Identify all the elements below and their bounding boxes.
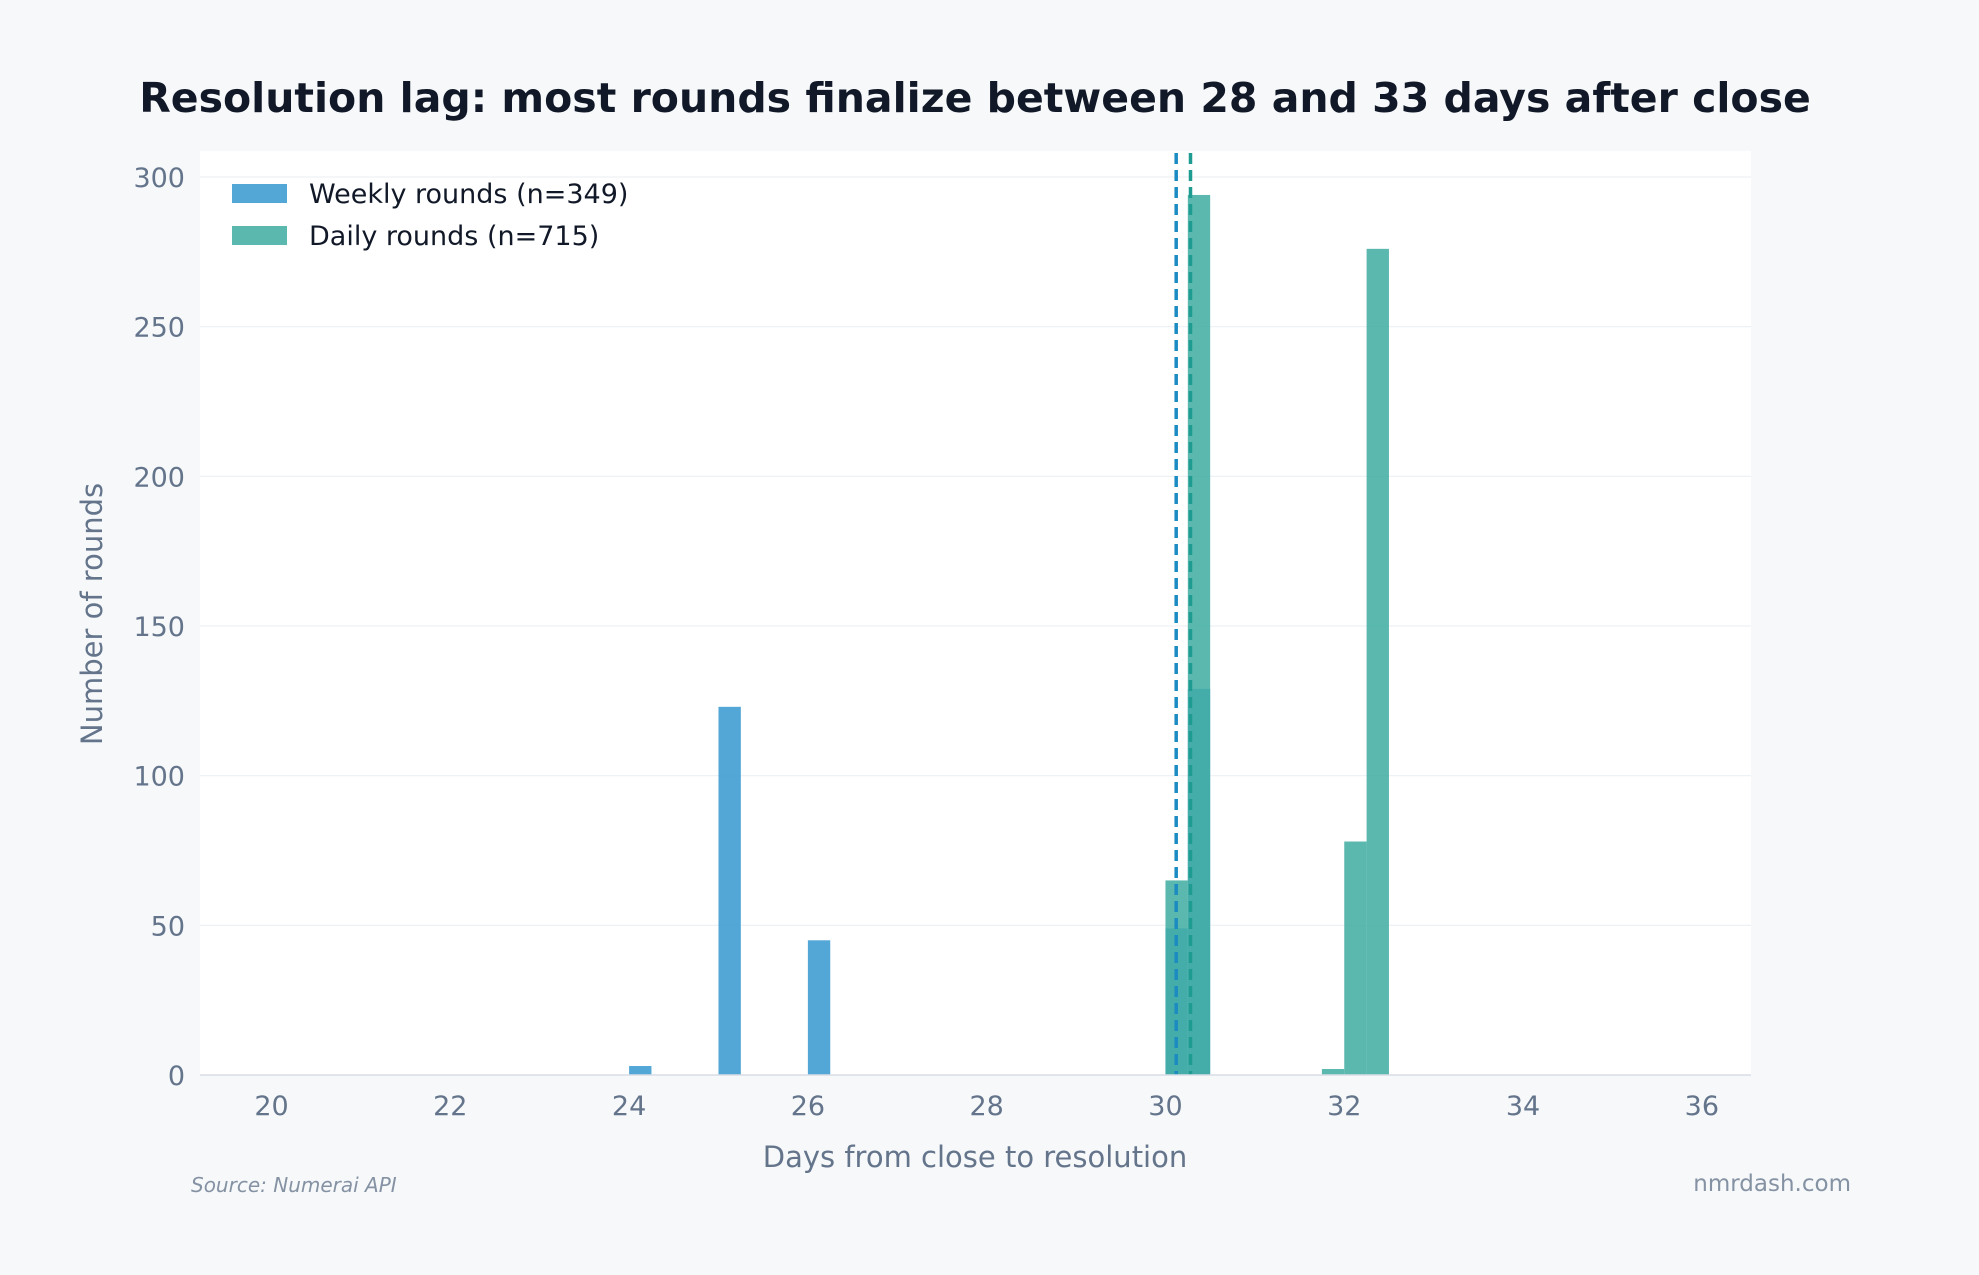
- bar-weekly: [629, 1066, 652, 1075]
- legend: Weekly rounds (n=349) Daily rounds (n=71…: [232, 179, 628, 252]
- bar-daily: [1344, 841, 1367, 1075]
- y-tick-labels: 0 50 100 150 200 250 300: [133, 163, 185, 1092]
- chart-title: Resolution lag: most rounds finalize bet…: [139, 74, 1811, 122]
- y-axis-label: Number of rounds: [75, 483, 109, 745]
- bar-daily: [1366, 248, 1389, 1076]
- x-tick-labels: 20 22 24 26 28 30 32 34 36: [254, 1091, 1719, 1122]
- bars: [629, 194, 1389, 1076]
- bar-weekly: [807, 940, 831, 1075]
- legend-swatch-daily: [232, 226, 287, 245]
- legend-label-weekly: Weekly rounds (n=349): [309, 179, 628, 210]
- y-tick-label: 150: [133, 612, 185, 643]
- x-tick-label: 34: [1506, 1091, 1540, 1122]
- x-tick-label: 36: [1685, 1091, 1719, 1122]
- grid-lines: [200, 176, 1751, 926]
- bar-weekly: [718, 706, 741, 1075]
- y-tick-label: 300: [133, 163, 185, 194]
- legend-label-daily: Daily rounds (n=715): [309, 221, 599, 252]
- brand-watermark: nmrdash.com: [1693, 1171, 1851, 1197]
- bar-daily: [1321, 1069, 1345, 1075]
- y-tick-label: 0: [168, 1061, 185, 1092]
- x-axis-label: Days from close to resolution: [763, 1140, 1188, 1174]
- x-tick-label: 24: [612, 1091, 646, 1122]
- x-tick-label: 26: [791, 1091, 825, 1122]
- y-tick-label: 250: [133, 313, 185, 344]
- y-tick-label: 50: [151, 911, 185, 942]
- x-tick-label: 22: [433, 1091, 467, 1122]
- x-tick-label: 30: [1148, 1091, 1182, 1122]
- median-lines: [1174, 153, 1193, 1075]
- plot-area: [200, 151, 1751, 1075]
- y-tick-label: 200: [133, 462, 185, 493]
- legend-swatch-weekly: [232, 184, 287, 203]
- x-tick-label: 32: [1327, 1091, 1361, 1122]
- bar-daily: [1187, 194, 1211, 1075]
- source-note: Source: Numerai API: [191, 1173, 397, 1197]
- y-tick-label: 100: [133, 762, 185, 793]
- x-tick-label: 20: [254, 1091, 288, 1122]
- x-tick-label: 28: [969, 1091, 1003, 1122]
